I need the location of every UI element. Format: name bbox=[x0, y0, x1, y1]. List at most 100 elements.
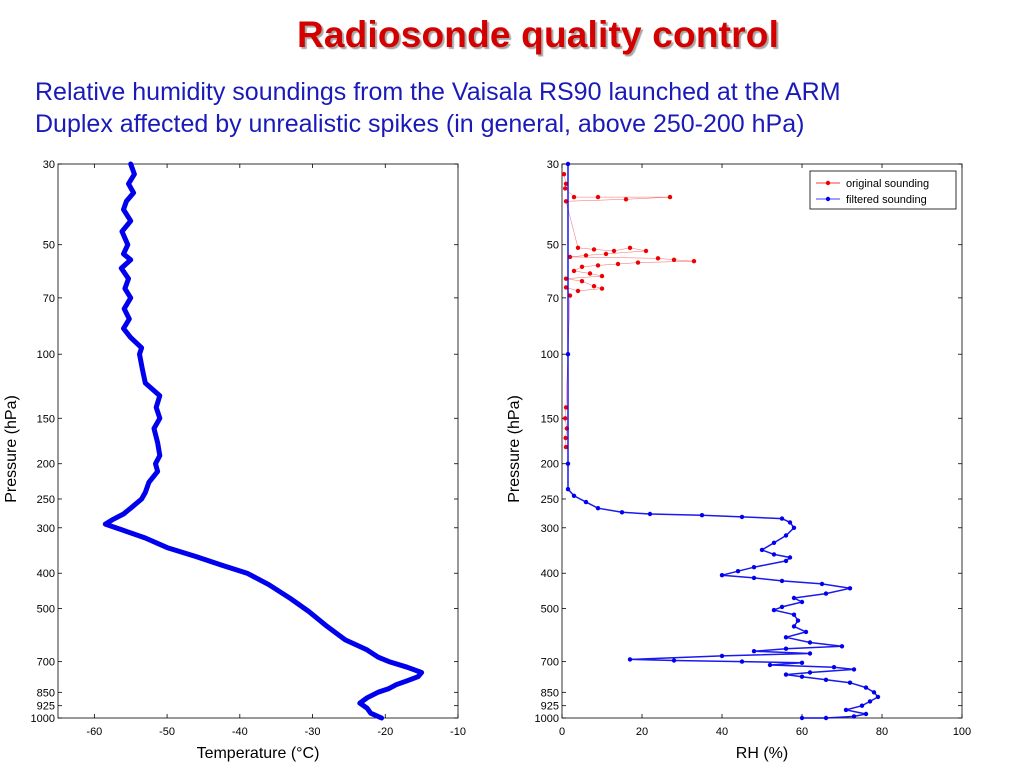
original-sounding-point bbox=[563, 405, 569, 410]
plot-frame bbox=[561, 163, 963, 719]
x-tick-label: 100 bbox=[953, 726, 971, 738]
legend-marker bbox=[825, 180, 831, 186]
original-sounding-point bbox=[563, 276, 569, 281]
filtered-sounding-point bbox=[839, 644, 845, 649]
filtered-sounding-point bbox=[739, 514, 745, 520]
y-axis-label: Pressure (hPa) bbox=[506, 395, 523, 503]
original-sounding-point bbox=[579, 264, 585, 269]
y-tick-label: 70 bbox=[43, 293, 55, 305]
x-axis-label: Temperature (°C) bbox=[197, 745, 320, 762]
filtered-sounding-point bbox=[851, 714, 857, 719]
x-tick-label: -60 bbox=[86, 726, 102, 738]
x-tick-label: 0 bbox=[559, 726, 565, 738]
filtered-sounding-point bbox=[859, 703, 865, 708]
legend-marker bbox=[825, 196, 831, 202]
y-tick-label: 250 bbox=[37, 494, 55, 506]
y-tick-label: 50 bbox=[43, 240, 55, 252]
filtered-sounding-point bbox=[799, 599, 805, 605]
y-tick-label: 300 bbox=[541, 523, 559, 535]
x-tick-label: 20 bbox=[636, 726, 648, 738]
filtered-sounding-point bbox=[751, 649, 757, 654]
original-sounding-point bbox=[591, 284, 597, 289]
y-tick-label: 100 bbox=[541, 349, 559, 361]
filtered-sounding-point bbox=[799, 715, 805, 721]
filtered-sounding-point bbox=[843, 707, 849, 713]
filtered-sounding-point bbox=[795, 618, 801, 623]
filtered-sounding-point bbox=[739, 659, 745, 664]
original-sounding-point bbox=[591, 247, 597, 252]
y-tick-label: 30 bbox=[43, 159, 55, 171]
subtitle-line-1: Relative humidity soundings from the Vai… bbox=[35, 78, 841, 106]
filtered-sounding-point bbox=[799, 660, 805, 665]
filtered-sounding-point bbox=[791, 612, 797, 617]
original-sounding-point bbox=[563, 199, 569, 204]
filtered-sounding-point bbox=[565, 487, 571, 492]
y-tick-label: 500 bbox=[541, 603, 559, 615]
original-sounding-point bbox=[603, 251, 609, 257]
legend-label: original sounding bbox=[846, 178, 929, 190]
rh-chart: 0 20 40 60 80 100 30 50 70 100 150 200 250 300 400 500 7… bbox=[506, 159, 971, 762]
filtered-sounding-point bbox=[565, 352, 571, 357]
filtered-sounding-point bbox=[783, 672, 789, 677]
filtered-sounding-point bbox=[779, 516, 785, 521]
original-sounding-point bbox=[595, 194, 601, 200]
filtered-sounding-point bbox=[771, 607, 777, 613]
x-tick-label: -30 bbox=[305, 726, 321, 738]
x-tick-label: 40 bbox=[716, 726, 728, 738]
slide-subtitle: Relative humidity soundings from the Vai… bbox=[35, 76, 995, 140]
original-sounding-point bbox=[575, 245, 581, 250]
y-tick-label: 700 bbox=[541, 657, 559, 669]
filtered-sounding-point bbox=[787, 555, 793, 560]
filtered-sounding-point bbox=[783, 533, 789, 538]
filtered-sounding-point bbox=[799, 674, 805, 679]
filtered-sounding-point bbox=[831, 665, 837, 670]
filtered-sounding-point bbox=[671, 658, 677, 663]
original-sounding-point bbox=[567, 254, 573, 260]
y-tick-label: 150 bbox=[37, 413, 55, 425]
filtered-sounding-point bbox=[823, 677, 829, 682]
original-sounding-point bbox=[571, 194, 577, 200]
filtered-sounding-point bbox=[819, 581, 825, 587]
original-sounding-point bbox=[691, 259, 697, 264]
original-sounding-point bbox=[575, 288, 581, 294]
original-sounding-point bbox=[599, 286, 605, 291]
filtered-sounding-point bbox=[771, 540, 777, 545]
y-tick-label: 100 bbox=[37, 349, 55, 361]
filtered-sounding-point bbox=[783, 635, 789, 640]
filtered-sounding-point bbox=[807, 670, 813, 675]
y-tick-label: 925 bbox=[541, 701, 559, 713]
original-sounding-point bbox=[599, 273, 605, 279]
original-sounding-point bbox=[615, 261, 621, 267]
filtered-sounding-point bbox=[875, 694, 881, 700]
filtered-sounding-point bbox=[627, 657, 633, 662]
original-sounding-point bbox=[623, 197, 629, 202]
filtered-sounding-point bbox=[719, 653, 725, 659]
filtered-sounding-point bbox=[823, 715, 829, 721]
original-sounding-point bbox=[563, 435, 568, 441]
original-sounding-point bbox=[635, 260, 641, 265]
filtered-sounding-point bbox=[751, 575, 757, 581]
y-tick-label: 850 bbox=[37, 687, 55, 699]
filtered-sounding-point bbox=[791, 595, 797, 601]
original-sounding-point bbox=[611, 248, 617, 254]
filtered-sounding-point bbox=[759, 547, 765, 553]
filtered-sounding-point bbox=[719, 573, 725, 578]
filtered-sounding-point bbox=[807, 651, 813, 656]
filtered-sounding-point bbox=[751, 565, 757, 570]
y-tick-label: 150 bbox=[541, 413, 559, 425]
filtered-sounding-point bbox=[803, 629, 809, 635]
filtered-sounding-point bbox=[863, 685, 869, 690]
y-tick-label: 200 bbox=[37, 459, 55, 471]
y-tick-label: 400 bbox=[37, 568, 55, 580]
original-sounding-point bbox=[643, 248, 649, 254]
filtered-sounding-point bbox=[791, 525, 797, 530]
y-tick-label: 500 bbox=[37, 603, 55, 615]
filtered-sounding-point bbox=[779, 578, 785, 584]
y-tick-label: 250 bbox=[541, 494, 559, 506]
y-tick-label: 50 bbox=[547, 240, 559, 252]
y-tick-label: 30 bbox=[547, 159, 559, 171]
original-sounding-point bbox=[595, 263, 601, 268]
x-tick-label: -40 bbox=[232, 726, 248, 738]
x-tick-label: 80 bbox=[876, 726, 888, 738]
